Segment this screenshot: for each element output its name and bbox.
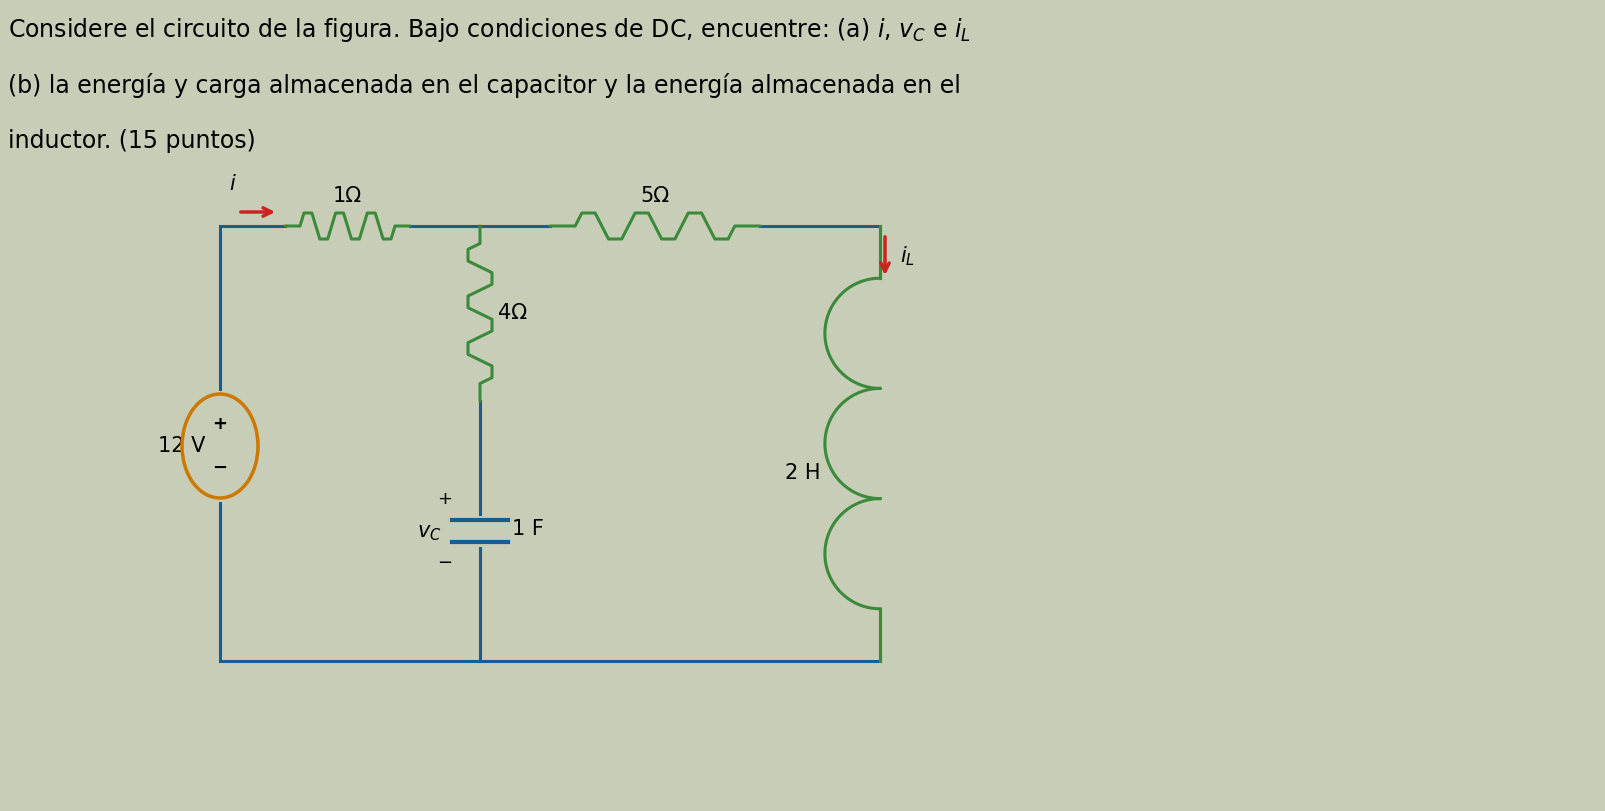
- Text: 12 V: 12 V: [157, 436, 205, 456]
- Text: $i$: $i$: [230, 174, 236, 194]
- Text: Considere el circuito de la figura. Bajo condiciones de DC, encuentre: (a) $i$, : Considere el circuito de la figura. Bajo…: [8, 16, 971, 44]
- Text: $i_L$: $i_L$: [899, 244, 915, 268]
- Text: $v_C$: $v_C$: [417, 523, 441, 543]
- Text: 1 F: 1 F: [512, 519, 544, 539]
- Text: +: +: [437, 490, 453, 508]
- Text: −: −: [437, 554, 453, 572]
- Text: (b) la energía y carga almacenada en el capacitor y la energía almacenada en el: (b) la energía y carga almacenada en el …: [8, 73, 960, 98]
- Text: −: −: [212, 459, 228, 477]
- Text: 4Ω: 4Ω: [498, 303, 526, 324]
- Text: 5Ω: 5Ω: [640, 186, 669, 206]
- Text: +: +: [212, 415, 228, 433]
- Text: inductor. (15 puntos): inductor. (15 puntos): [8, 129, 255, 153]
- Text: 1Ω: 1Ω: [332, 186, 361, 206]
- Text: 2 H: 2 H: [783, 464, 820, 483]
